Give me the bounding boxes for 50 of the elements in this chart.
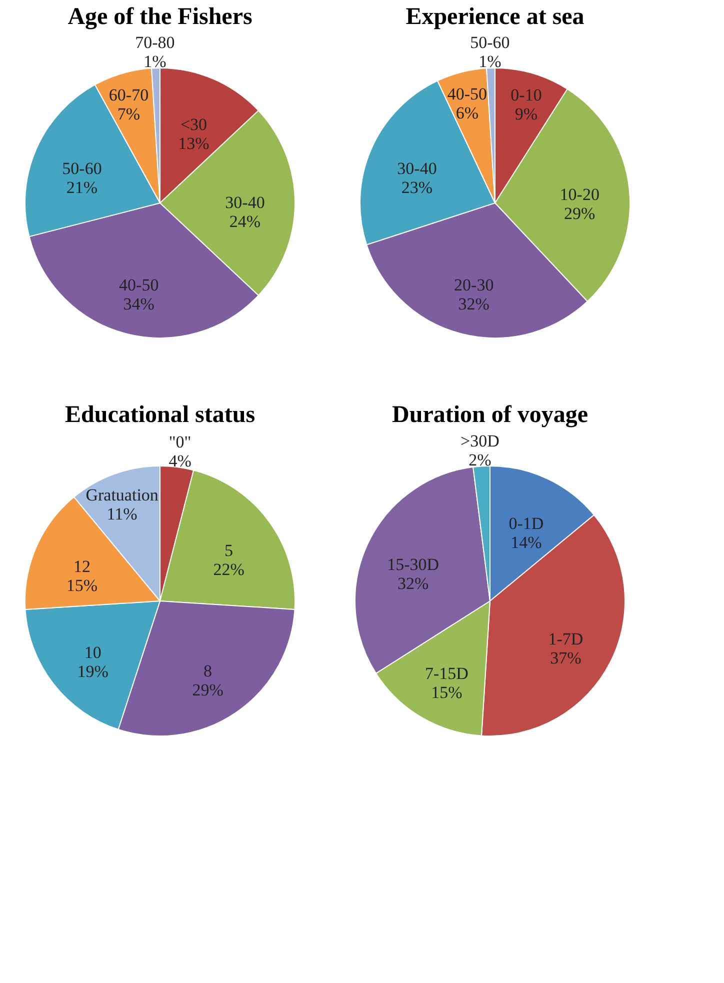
chart-title: Age of the Fishers <box>68 4 252 30</box>
data-label: 19% <box>77 662 108 682</box>
slice-label: 30-40 <box>225 193 265 212</box>
data-label: 24% <box>229 212 261 231</box>
slice-label: 30-40 <box>397 159 437 178</box>
slice-label: 1-7D <box>548 630 584 649</box>
slice-label: 20-30 <box>454 275 494 294</box>
slice-label: Gratuation <box>86 486 159 505</box>
data-label: 29% <box>192 680 224 700</box>
data-label: 32% <box>398 574 429 593</box>
data-label: 1% <box>478 52 502 72</box>
data-label: 9% <box>514 104 538 124</box>
chart-title: Duration of voyage <box>392 402 588 428</box>
slice-label: 15-30D <box>387 554 440 574</box>
data-label: 29% <box>564 204 596 223</box>
slice-label: 40-50 <box>119 275 159 294</box>
data-label: 14% <box>510 533 542 552</box>
data-label: 37% <box>550 648 582 668</box>
slice-label: 0-10 <box>510 85 542 104</box>
slice-label: 0-1D <box>508 514 544 534</box>
slice-label: "0" <box>168 432 192 452</box>
data-label: 11% <box>106 504 138 524</box>
slice-label: 60-70 <box>108 85 149 104</box>
data-label: 1% <box>144 52 166 72</box>
slice-label: 7-15D <box>425 664 468 684</box>
data-label: 7% <box>117 104 140 124</box>
chart-title: Educational status <box>64 402 256 428</box>
slice-label: 40-50 <box>447 84 487 104</box>
slice-label: 8 <box>204 661 212 680</box>
data-label: 4% <box>168 451 192 470</box>
slice-label: 10 <box>84 643 102 662</box>
slice-label: 50-60 <box>470 33 510 52</box>
data-label: 13% <box>178 134 210 153</box>
slice-label: 50-60 <box>62 159 102 178</box>
data-label: 15% <box>431 683 462 702</box>
data-label: 32% <box>458 294 490 314</box>
slice-label: 12 <box>73 557 90 576</box>
data-label: 23% <box>401 178 433 198</box>
data-label: 6% <box>456 104 478 123</box>
slice-label: 10-20 <box>560 185 600 204</box>
slice-label: <30 <box>180 114 208 134</box>
slice-label: 70-80 <box>135 33 175 52</box>
slice-label: >30D <box>460 431 500 450</box>
data-label: 22% <box>213 560 244 580</box>
chart-title: Experience at sea <box>406 4 584 30</box>
slice-label: 5 <box>224 541 234 560</box>
data-label: 34% <box>123 294 154 314</box>
data-label: 21% <box>66 178 98 198</box>
data-label: 15% <box>66 576 98 596</box>
data-label: 2% <box>468 450 492 470</box>
